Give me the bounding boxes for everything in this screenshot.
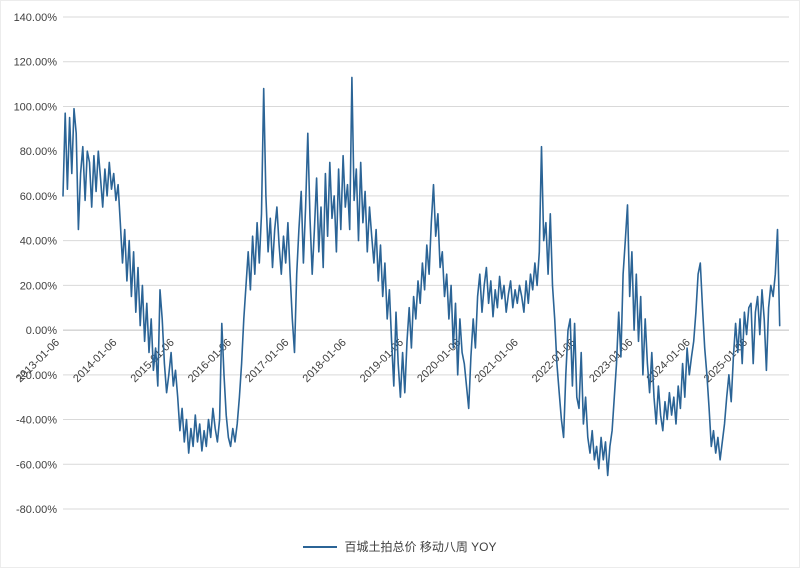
series-line <box>62 76 781 477</box>
y-axis-tick-label: 80.00% <box>20 146 58 158</box>
x-axis-tick-label: 2018-01-06 <box>301 337 349 385</box>
y-axis-tick-label: 40.00% <box>20 236 58 248</box>
y-axis-tick-label: 100.00% <box>14 101 58 113</box>
y-axis-tick-label: -80.00% <box>16 504 57 516</box>
legend-label: 百城土拍总价 移动八周 YOY <box>344 540 497 554</box>
x-axis-tick-label: 2017-01-06 <box>243 337 291 385</box>
legend: 百城土拍总价 移动八周 YOY <box>1 538 799 555</box>
y-axis-tick-label: 120.00% <box>14 57 58 69</box>
x-axis-tick-label: 2016-01-06 <box>186 337 234 385</box>
y-axis-tick-label: -60.00% <box>16 459 57 471</box>
y-axis-tick-label: 140.00% <box>14 12 58 24</box>
y-axis-tick-label: 20.00% <box>20 280 58 292</box>
x-axis-tick-label: 2021-01-06 <box>473 337 521 385</box>
y-axis-tick-label: -20.00% <box>16 370 57 382</box>
plot-area: 140.00% 120.00% 100.00% 80.00% 60.00% 40.00% 2… <box>14 12 789 516</box>
x-axis-tick-label: 2014-01-06 <box>71 337 119 385</box>
x-axis-tick-label: 2023-01-06 <box>587 337 635 385</box>
legend-swatch <box>303 545 338 548</box>
y-axis-tick-label: 60.00% <box>20 191 58 203</box>
y-axis-tick-label: 0.00% <box>26 325 57 337</box>
y-axis-tick-label: -40.00% <box>16 415 57 427</box>
